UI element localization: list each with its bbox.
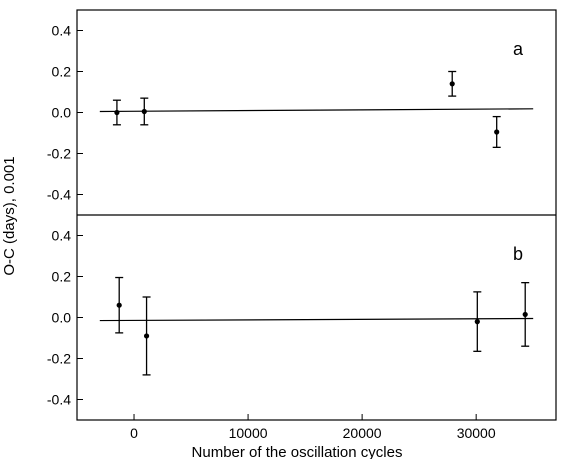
y-tick-label: 0.0 <box>52 310 72 326</box>
point-marker <box>141 108 147 115</box>
data-point <box>112 99 121 126</box>
point-marker <box>114 109 120 116</box>
y-axis-label: O-C (days), 0.001 <box>1 156 18 275</box>
y-tick-label: 0.2 <box>52 269 72 285</box>
y-tick-label: 0.4 <box>52 23 72 39</box>
x-axis-label: Number of the oscillation cycles <box>192 444 403 459</box>
y-tick-label: -0.2 <box>47 351 71 367</box>
y-tick-label: 0.0 <box>52 105 72 121</box>
data-point <box>473 291 482 352</box>
point-marker <box>116 302 122 308</box>
data-point <box>492 115 501 149</box>
y-tick-label: 0.4 <box>52 228 72 244</box>
x-tick-label: 10000 <box>229 425 268 441</box>
x-tick-label: 30000 <box>457 425 496 441</box>
x-tick-label: 20000 <box>343 425 382 441</box>
fit-line <box>99 317 534 322</box>
panel-label: b <box>513 244 523 264</box>
point-marker <box>143 333 150 339</box>
point-marker <box>449 81 455 87</box>
y-tick-label: -0.4 <box>47 392 71 408</box>
data-point <box>142 296 151 376</box>
panel-label: a <box>513 39 524 59</box>
y-tick-label: -0.2 <box>47 146 71 162</box>
y-tick-label: -0.4 <box>47 187 71 203</box>
point-marker <box>494 129 500 135</box>
point-marker <box>522 311 528 318</box>
data-point <box>521 281 530 347</box>
x-tick-label: 0 <box>130 425 138 441</box>
data-point <box>140 97 149 126</box>
panel-b: 0.4 0.2 0.0 -0.2 -0.4 b <box>47 228 534 408</box>
data-point <box>448 70 457 97</box>
panel-a: 0.4 0.2 0.0 -0.2 -0.4 a <box>47 23 534 203</box>
data-point <box>115 276 124 334</box>
y-tick-label: 0.2 <box>52 64 72 80</box>
point-marker <box>474 319 480 325</box>
fit-line <box>99 108 534 113</box>
